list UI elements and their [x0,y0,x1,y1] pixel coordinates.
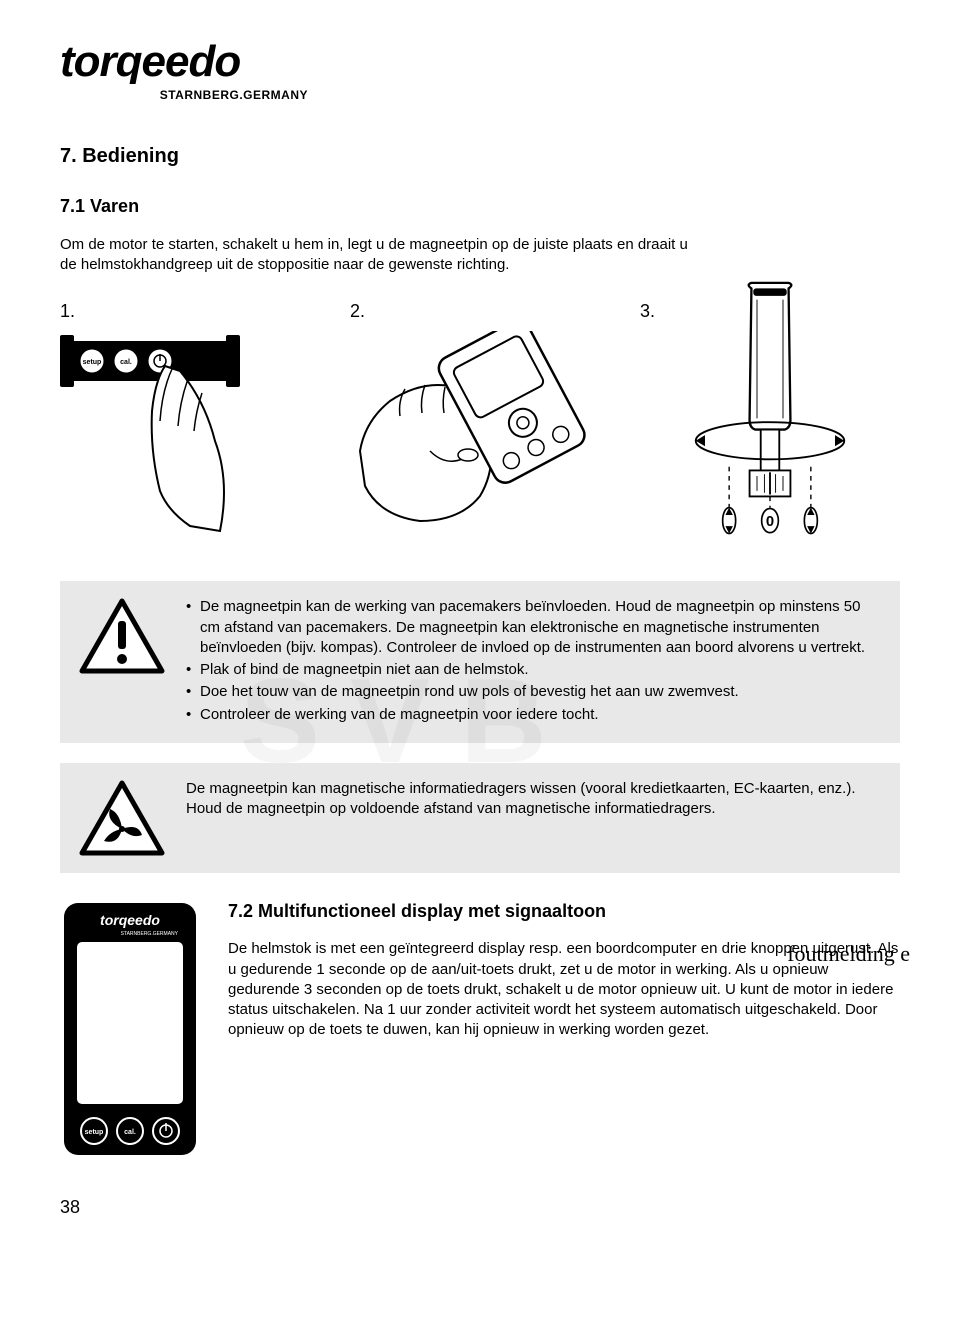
step-2-illustration [350,331,610,541]
svg-text:cal.: cal. [124,1129,136,1136]
svg-text:0: 0 [766,515,774,531]
section-heading-7-2: 7.2 Multifunctioneel display met signaal… [228,899,900,923]
step-1: 1. setup cal. [60,299,320,541]
step-figures-row: 1. setup cal. [60,299,900,541]
svg-text:STARNBERG.GERMANY: STARNBERG.GERMANY [121,931,179,937]
warning-text-magnetic: De magneetpin kan magnetische informatie… [186,779,882,820]
svg-text:cal.: cal. [120,359,132,366]
step-1-number: 1. [60,299,320,323]
brand-subline: STARNBERG.GERMANY [60,87,314,103]
warning1-bullet-3: Doe het touw van de magneetpin rond uw p… [186,682,882,702]
display-device-illustration: torqeedo STARNBERG.GERMANY setup cal. [60,899,200,1165]
warning-triangle-icon [78,597,166,675]
step-2: 2. [350,299,610,541]
step-2-number: 2. [350,299,610,323]
section-heading-7: 7. Bediening [60,143,900,170]
warning1-bullet-4: Controleer de werking van de magneetpin … [186,705,882,725]
svg-text:setup: setup [83,359,102,366]
section-heading-7-1: 7.1 Varen [60,194,900,218]
warning-text-pacemaker: De magneetpin kan de werking van pacemak… [186,597,882,727]
svg-text:setup: setup [85,1129,104,1136]
step-3: 3. [640,299,900,541]
svg-text:torqeedo: torqeedo [60,40,240,84]
warning-box-pacemaker: De magneetpin kan de werking van pacemak… [60,581,900,743]
brand-logo: torqeedo STARNBERG.GERMANY [60,40,900,103]
section-7-2-text: 7.2 Multifunctioneel display met signaal… [228,899,900,1041]
warning1-bullet-2: Plak of bind de magneetpin niet aan de h… [186,660,882,680]
warning-box-magnetic: De magneetpin kan magnetische informatie… [60,763,900,873]
warning2-paragraph: De magneetpin kan magnetische informatie… [186,779,882,820]
warning1-bullet-1: De magneetpin kan de werking van pacemak… [186,597,882,658]
step-3-illustration: 0 [640,281,900,541]
section-7-2: torqeedo STARNBERG.GERMANY setup cal. 7.… [60,899,900,1165]
overflow-serif-text: foutmelding e [787,939,910,969]
intro-paragraph: Om de motor te starten, schakelt u hem i… [60,235,700,276]
step-1-illustration: setup cal. [60,331,320,541]
warning-triangle-propeller-icon [78,779,166,857]
page-number: 38 [60,1195,900,1219]
svg-text:torqeedo: torqeedo [100,912,160,928]
brand-name: torqeedo [60,40,900,87]
